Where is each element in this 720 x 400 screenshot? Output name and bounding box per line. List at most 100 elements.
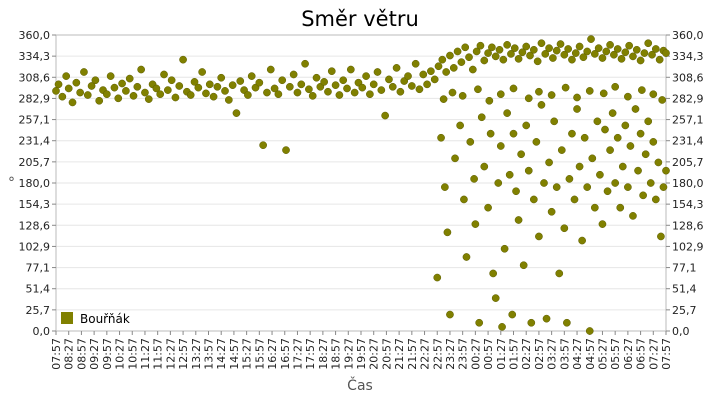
- y-tick-label: 77,1: [26, 262, 51, 275]
- data-point: [472, 47, 481, 56]
- data-point: [327, 67, 336, 76]
- x-tick-label: 00:57: [482, 338, 495, 370]
- x-tick-label: 15:57: [253, 338, 266, 370]
- data-point: [282, 146, 290, 154]
- data-point: [64, 84, 73, 93]
- data-point: [247, 72, 256, 80]
- data-point: [519, 261, 528, 270]
- data-point: [62, 72, 71, 80]
- data-point: [217, 73, 226, 82]
- data-point: [293, 88, 302, 97]
- data-point: [549, 54, 557, 62]
- data-point: [640, 49, 649, 57]
- x-tick-label: 02:27: [520, 338, 533, 370]
- data-point: [198, 68, 206, 76]
- data-point: [552, 183, 561, 191]
- y-tick-label: 51,4: [26, 283, 51, 296]
- data-point: [202, 89, 210, 98]
- data-point: [263, 88, 271, 97]
- y-tick-label-right: 128,6: [672, 219, 704, 232]
- data-point: [453, 47, 462, 56]
- data-point: [285, 82, 294, 91]
- data-point: [438, 55, 447, 64]
- data-point: [507, 50, 515, 58]
- data-point: [449, 64, 458, 72]
- y-axis-left: 0,0 25,7 51,4 77,1 102,9 128,6 154,3 180,0 205,7…: [19, 29, 56, 338]
- data-point: [95, 96, 104, 105]
- x-tick-label: 07:27: [647, 338, 660, 370]
- data-point: [611, 179, 620, 187]
- data-point: [308, 91, 317, 100]
- data-point: [427, 67, 435, 76]
- data-point: [626, 142, 635, 150]
- data-point: [137, 65, 145, 74]
- data-point: [167, 76, 176, 85]
- data-point: [190, 78, 199, 86]
- data-point: [568, 55, 576, 64]
- data-point: [547, 207, 556, 216]
- x-tick-label: 13:57: [203, 338, 216, 370]
- data-point: [52, 87, 60, 95]
- x-tick-label: 12:27: [164, 338, 177, 370]
- data-point: [80, 68, 88, 76]
- x-tick-label: 07:57: [50, 338, 63, 370]
- data-point: [324, 87, 332, 96]
- data-point: [514, 54, 523, 63]
- x-tick-label: 16:57: [279, 338, 292, 370]
- data-point: [575, 42, 584, 51]
- data-point: [488, 43, 496, 52]
- x-tick-label: 08:57: [75, 338, 88, 370]
- data-point: [535, 87, 543, 96]
- data-point: [430, 75, 439, 84]
- data-point: [608, 109, 617, 117]
- data-point: [631, 105, 640, 113]
- x-tick-label: 20:27: [368, 338, 381, 370]
- data-point: [602, 47, 611, 56]
- y-tick-label-right: 25,7: [672, 304, 697, 317]
- data-point: [144, 95, 153, 103]
- y-tick-label-right: 308,6: [672, 71, 704, 84]
- data-point: [578, 236, 586, 245]
- y-tick-label-right: 51,4: [672, 283, 697, 296]
- data-point: [163, 86, 172, 94]
- data-point: [573, 105, 581, 113]
- data-point: [175, 82, 184, 90]
- data-point: [585, 327, 594, 335]
- data-point: [583, 183, 592, 191]
- data-point: [514, 216, 523, 224]
- data-point: [415, 85, 424, 94]
- data-point: [618, 162, 627, 171]
- data-point: [194, 83, 203, 92]
- x-tick-label: 02:57: [533, 338, 546, 370]
- data-point: [486, 129, 495, 138]
- data-point: [565, 175, 574, 183]
- y-tick-label-right: 180,0: [672, 177, 704, 190]
- y-tick-label-right: 77,1: [672, 262, 697, 275]
- legend-label: Bouřňák: [80, 312, 130, 326]
- data-point: [603, 187, 612, 196]
- data-point: [289, 70, 298, 79]
- data-point: [535, 232, 543, 241]
- y-tick-label-right: 257,1: [672, 114, 704, 127]
- data-point: [461, 43, 470, 52]
- data-point: [639, 191, 647, 200]
- data-point: [228, 81, 237, 90]
- data-point: [505, 170, 514, 179]
- data-point: [601, 125, 609, 134]
- data-point: [480, 56, 489, 65]
- data-point: [369, 80, 378, 89]
- data-point: [624, 92, 632, 101]
- data-point: [448, 88, 457, 97]
- data-point: [439, 95, 448, 103]
- data-point: [266, 65, 275, 74]
- grid: [56, 34, 666, 332]
- data-point: [335, 91, 344, 99]
- legend-swatch: [61, 312, 73, 324]
- data-point: [649, 90, 658, 99]
- data-point: [644, 117, 653, 126]
- data-point: [556, 40, 565, 48]
- data-point: [480, 162, 489, 171]
- data-point: [489, 269, 498, 278]
- data-point: [485, 96, 494, 105]
